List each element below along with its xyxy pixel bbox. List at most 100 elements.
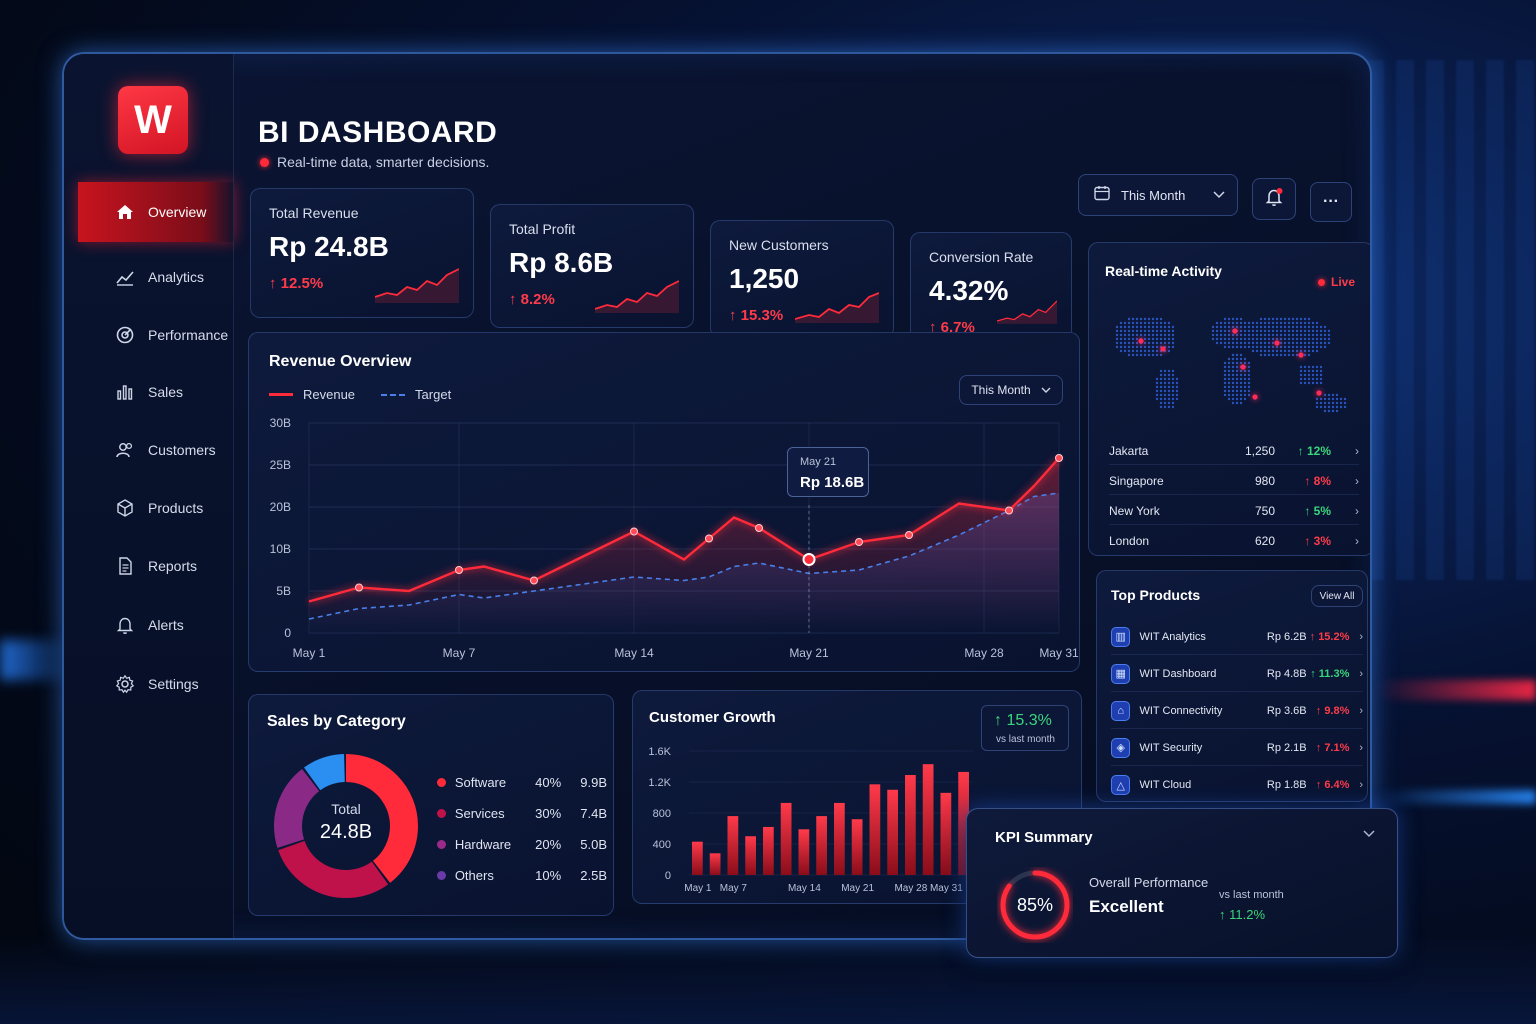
map-dot [1267, 337, 1271, 341]
more-options-button[interactable]: ··· [1310, 182, 1352, 222]
map-dot [1275, 333, 1279, 337]
map-dot [1275, 337, 1279, 341]
map-dot [1167, 377, 1171, 381]
map-dot [1263, 337, 1267, 341]
map-dot [1287, 341, 1291, 345]
world-map[interactable] [1105, 297, 1361, 425]
x-tick-label: May 21 [841, 883, 874, 894]
map-dot [1223, 317, 1227, 321]
map-dot [1143, 353, 1147, 357]
kpi-card-conversion-rate[interactable]: Conversion Rate 4.32% ↑ 6.7% [910, 232, 1072, 344]
category-row: Hardware 20% 5.0B [437, 837, 607, 852]
sparkline [795, 292, 879, 323]
donut-slice-hardware [274, 754, 418, 898]
map-dot [1267, 353, 1271, 357]
map-dot [1251, 337, 1255, 341]
product-row[interactable]: ▥ WIT Analytics Rp 6.2B ↑ 15.2% › [1111, 619, 1363, 655]
map-dot [1303, 321, 1307, 325]
map-dot [1223, 365, 1227, 369]
kpi-card-total-revenue[interactable]: Total Revenue Rp 24.8B ↑ 12.5% [250, 188, 474, 318]
map-dot [1299, 381, 1303, 385]
more-icon: ··· [1323, 193, 1339, 210]
app-logo[interactable]: W [118, 86, 188, 154]
map-dot [1307, 321, 1311, 325]
sidebar-item-settings[interactable]: Settings [78, 654, 234, 714]
map-dot [1223, 325, 1227, 329]
sidebar-item-reports[interactable]: Reports [78, 536, 234, 596]
map-dot [1167, 345, 1171, 349]
activity-row[interactable]: New York 750 ↑ 5% › [1109, 497, 1359, 525]
sidebar-item-sales[interactable]: Sales [78, 362, 234, 422]
product-row[interactable]: △ WIT Cloud Rp 1.8B ↑ 6.4% › [1111, 767, 1363, 803]
customer-growth-bar-chart[interactable]: 1.6K 1.2K 800 400 0 May 1 May 7 May 14 May 21 May… [633, 691, 1083, 905]
map-dot [1135, 353, 1139, 357]
sidebar-item-customers[interactable]: Customers [78, 420, 234, 480]
map-dot [1335, 401, 1339, 405]
category-donut-chart[interactable] [271, 751, 421, 901]
sidebar-item-alerts[interactable]: Alerts [78, 595, 234, 655]
product-row[interactable]: ⌂ WIT Connectivity Rp 3.6B ↑ 9.8% › [1111, 693, 1363, 729]
map-dot [1303, 329, 1307, 333]
map-dot [1279, 349, 1283, 353]
sidebar-item-overview[interactable]: Overview [78, 182, 234, 242]
sidebar-item-analytics[interactable]: Analytics [78, 247, 234, 307]
activity-row[interactable]: London 620 ↑ 3% › [1109, 534, 1359, 548]
map-dot [1331, 405, 1335, 409]
map-dot [1139, 317, 1143, 321]
sidebar-item-performance[interactable]: Performance [78, 305, 234, 365]
y-tick-label: 5B [276, 584, 291, 598]
map-dot [1279, 317, 1283, 321]
view-all-button[interactable]: View All [1311, 585, 1363, 607]
map-dot [1235, 333, 1239, 337]
map-dot [1279, 325, 1283, 329]
kpi-card-new-customers[interactable]: New Customers 1,250 ↑ 15.3% [710, 220, 894, 338]
page-subtitle: Real-time data, smarter decisions. [260, 154, 489, 170]
period-select[interactable]: This Month [1078, 174, 1238, 216]
map-dot [1263, 349, 1267, 353]
product-row[interactable]: ◈ WIT Security Rp 2.1B ↑ 7.1% › [1111, 730, 1363, 766]
revenue-line [308, 457, 1060, 603]
map-dot [1251, 341, 1255, 345]
map-dot [1271, 329, 1275, 333]
map-dot [1239, 397, 1243, 401]
map-dot [1127, 325, 1131, 329]
card-title: Real-time Activity [1105, 263, 1222, 279]
chevron-down-icon[interactable] [1363, 825, 1375, 843]
map-dot [1223, 333, 1227, 337]
notifications-button[interactable] [1252, 178, 1296, 220]
activity-row[interactable]: Jakarta 1,250 ↑ 12% › [1109, 437, 1359, 465]
map-dot [1227, 321, 1231, 325]
revenue-period-select[interactable]: This Month [959, 375, 1063, 405]
map-dot [1303, 325, 1307, 329]
sidebar-item-label: Customers [148, 442, 216, 458]
map-dot [1167, 405, 1171, 409]
map-dot [1339, 397, 1343, 401]
map-dot [1171, 385, 1175, 389]
map-dot [1211, 333, 1215, 337]
chevron-right-icon: › [1359, 704, 1363, 717]
map-dot [1267, 341, 1271, 345]
map-dot [1219, 333, 1223, 337]
chevron-right-icon: › [1355, 534, 1359, 548]
sidebar-item-products[interactable]: Products [78, 478, 234, 538]
map-dot [1327, 397, 1331, 401]
map-dot [1151, 341, 1155, 345]
map-dot [1223, 393, 1227, 397]
map-dot [1223, 337, 1227, 341]
map-dot [1163, 325, 1167, 329]
kpi-value: Rp 24.8B [269, 231, 389, 262]
map-dot [1127, 321, 1131, 325]
map-dot [1159, 405, 1163, 409]
map-dot [1311, 381, 1315, 385]
map-dot [1227, 397, 1231, 401]
map-dot [1291, 341, 1295, 345]
activity-row[interactable]: Singapore 980 ↑ 8% › [1109, 467, 1359, 495]
map-dot [1303, 341, 1307, 345]
kpi-card-total-profit[interactable]: Total Profit Rp 8.6B ↑ 8.2% [490, 204, 694, 328]
map-dot [1323, 341, 1327, 345]
map-dot [1219, 337, 1223, 341]
product-row[interactable]: ▦ WIT Dashboard Rp 4.8B ↑ 11.3% › [1111, 656, 1363, 692]
map-dot [1307, 333, 1311, 337]
map-dot [1223, 321, 1227, 325]
